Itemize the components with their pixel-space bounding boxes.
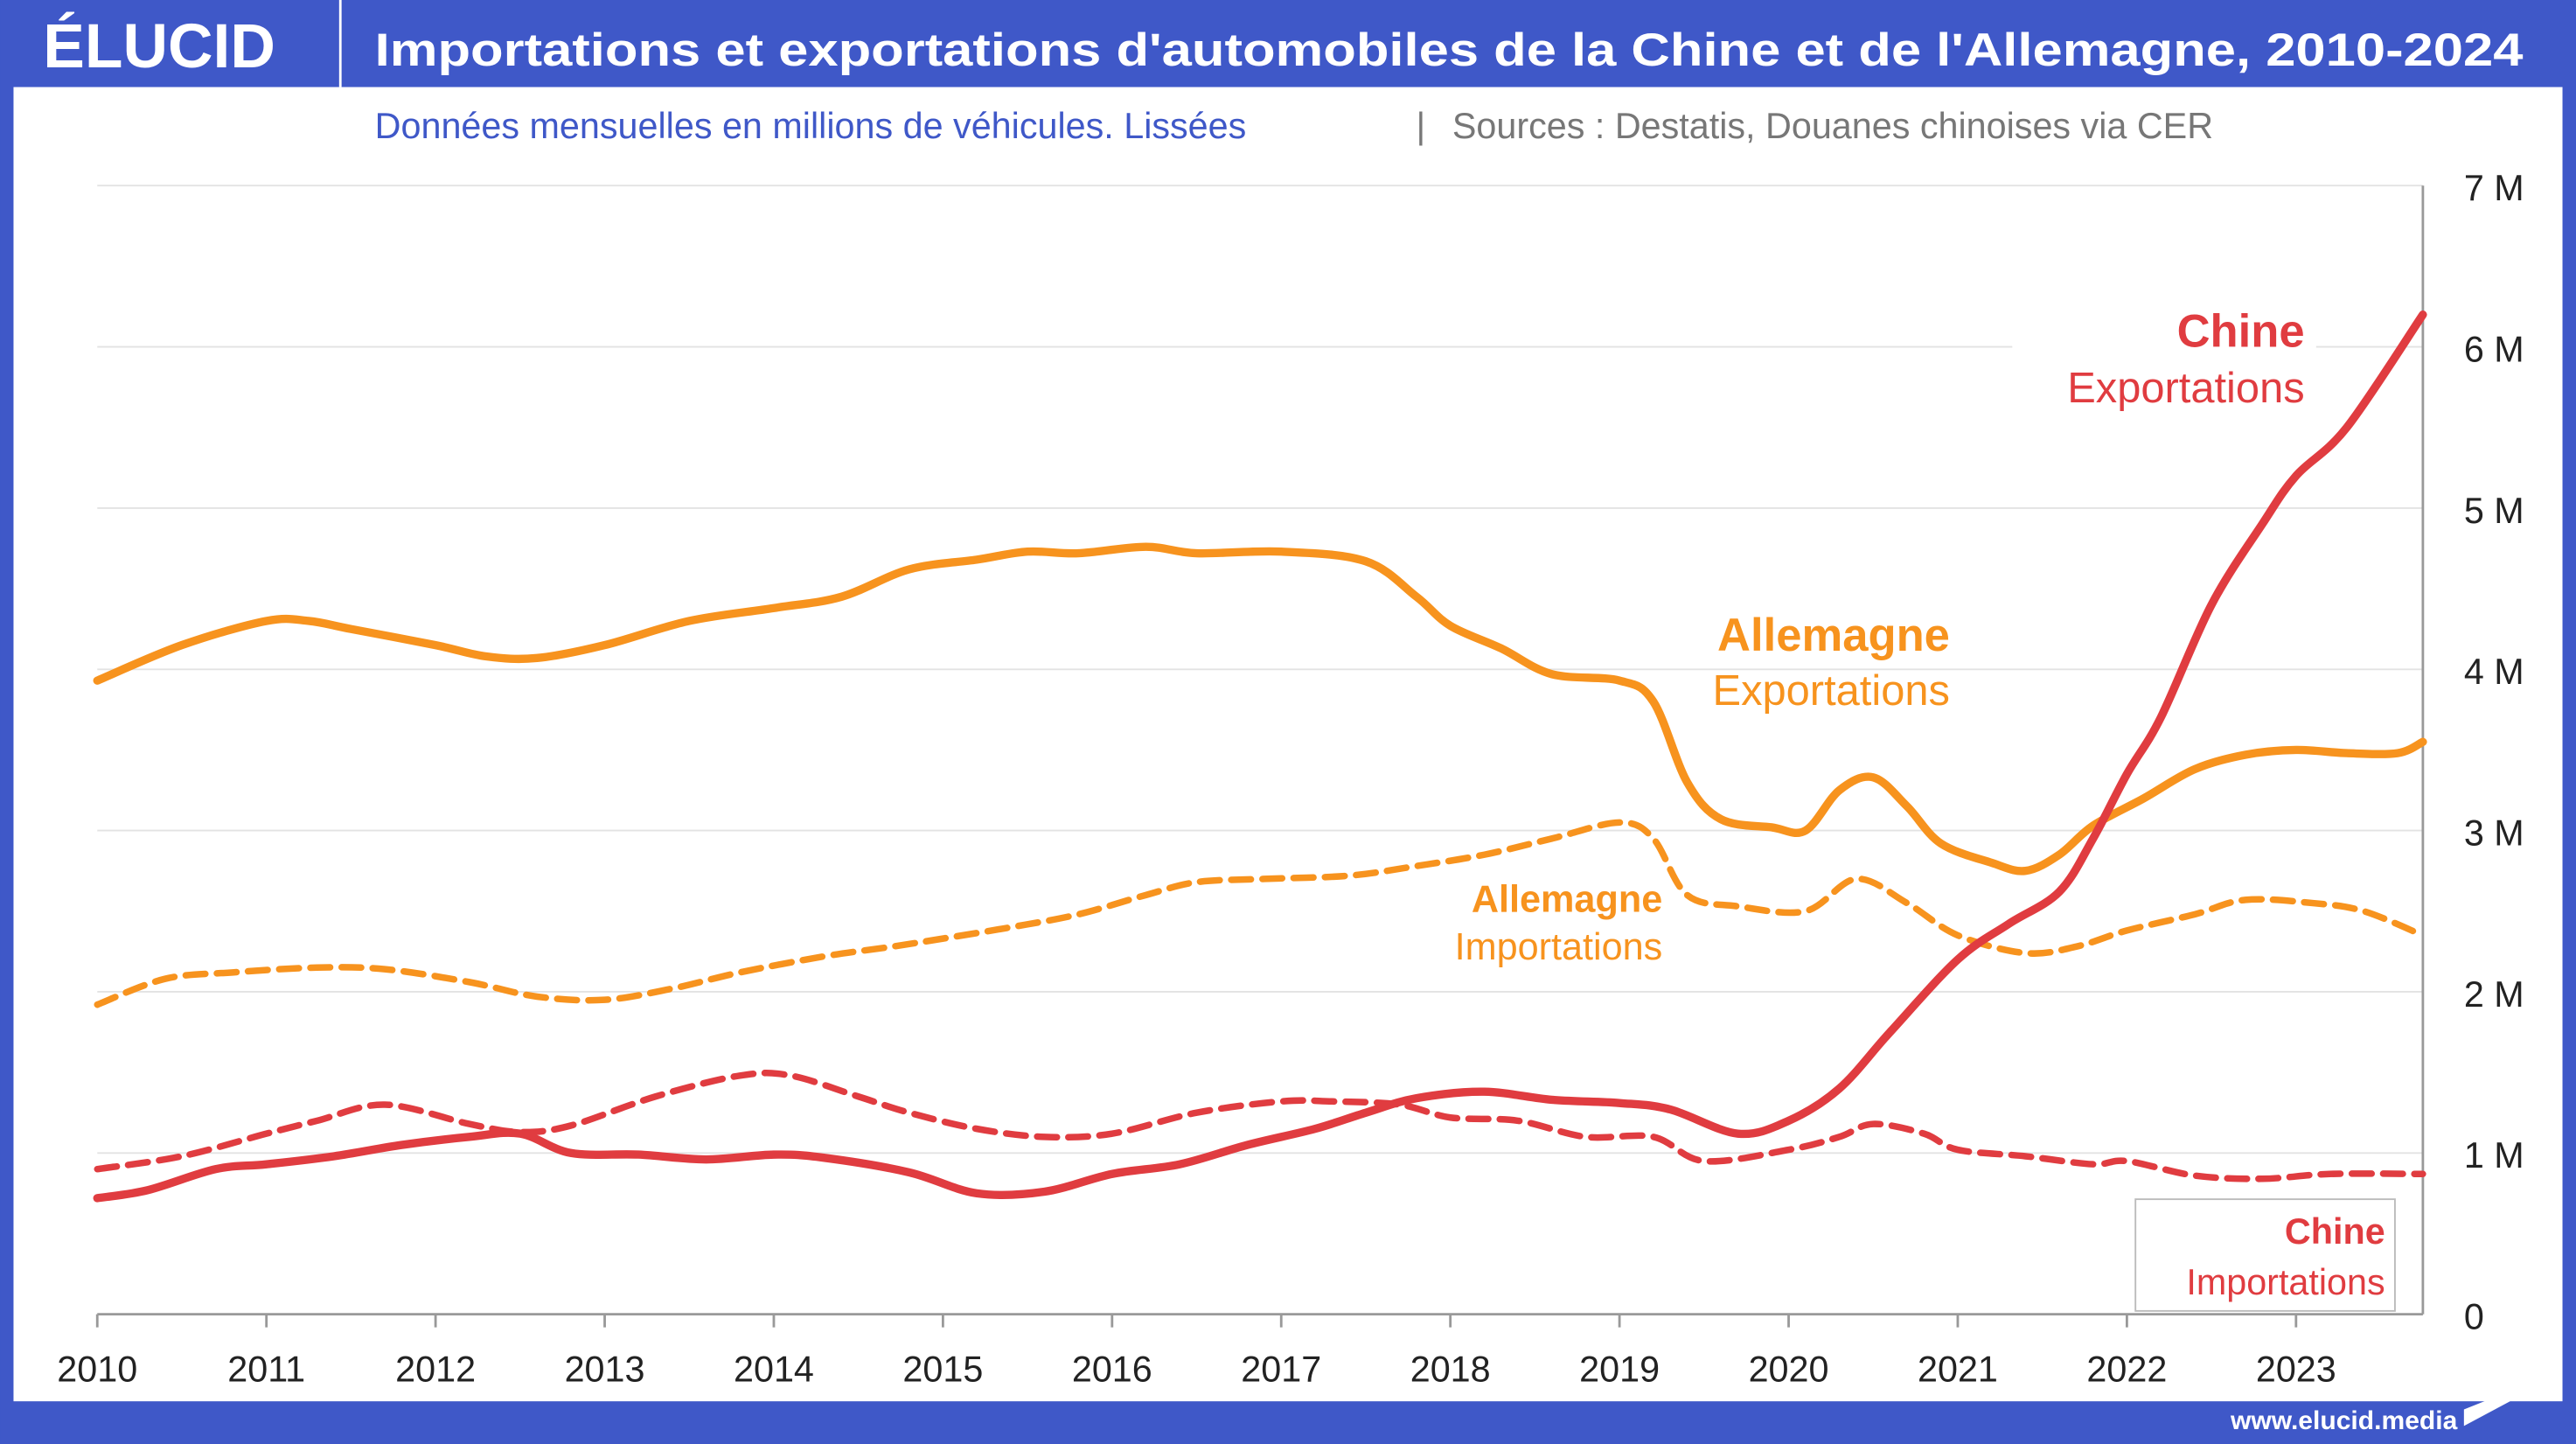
label-germany-imports: Allemagne Importations: [1455, 878, 1663, 967]
series-lines: [93, 310, 2427, 1203]
y-tick-label: 4 M: [2464, 652, 2524, 692]
series-label-name: Chine: [2177, 305, 2305, 357]
x-tick-label: 2021: [1918, 1350, 1998, 1390]
elucid-arrow-icon: [2463, 1390, 2514, 1427]
chart-title: Importations et exportations d'automobil…: [375, 24, 2524, 76]
x-tick-label: 2010: [57, 1350, 137, 1390]
x-tick-label: 2019: [1579, 1350, 1660, 1390]
y-tick-label: 7 M: [2464, 168, 2524, 208]
series-line-chine-importations: [94, 1070, 2426, 1182]
x-tick-label: 2015: [902, 1350, 983, 1390]
y-tick-label: 3 M: [2464, 813, 2524, 854]
elucid-logo: ÉLUCID: [43, 10, 275, 81]
x-tick-label: 2023: [2256, 1350, 2336, 1390]
series-label-sub: Importations: [2186, 1262, 2385, 1302]
y-tick-label: 5 M: [2464, 491, 2524, 531]
series-label-name: Allemagne: [1717, 610, 1950, 661]
series-label-name: Allemagne: [1472, 878, 1662, 920]
label-germany-exports: Allemagne Exportations: [1713, 610, 1950, 715]
label-china-imports: Chine Importations: [2134, 1198, 2396, 1312]
subtitle-separator: |: [1417, 106, 1426, 146]
y-tick-label: 6 M: [2464, 329, 2524, 369]
footer-url[interactable]: www.elucid.media: [2230, 1406, 2458, 1435]
series-line-allemagne-exportations: [93, 542, 2427, 875]
x-tick-label: 2017: [1241, 1350, 1321, 1390]
subtitle: Données mensuelles en millions de véhicu…: [375, 106, 1247, 146]
y-axis: 0 1 M 2 M 3 M 4 M 5 M 6 M 7 M: [2421, 168, 2524, 1337]
x-axis: 2010 2011 2012 2013 2014 2015 2016 2017 2018 2019…: [57, 1314, 2336, 1390]
label-china-exports: Chine Exportations: [2012, 296, 2316, 428]
x-tick-label: 2016: [1072, 1350, 1152, 1390]
x-tick-label: 2022: [2086, 1350, 2167, 1390]
y-tick-label: 0: [2464, 1297, 2484, 1337]
x-tick-label: 2020: [1749, 1350, 1829, 1390]
y-tick-label: 2 M: [2464, 974, 2524, 1015]
x-tick-label: 2018: [1410, 1350, 1491, 1390]
x-tick-label: 2014: [734, 1350, 814, 1390]
series-label-name: Chine: [2285, 1211, 2385, 1252]
sources: Sources : Destatis, Douanes chinoises vi…: [1452, 106, 2213, 146]
series-label-sub: Exportations: [1713, 667, 1950, 715]
series-label-sub: Exportations: [2067, 365, 2304, 412]
series-label-sub: Importations: [1455, 926, 1663, 968]
x-tick-label: 2011: [227, 1350, 305, 1390]
series-line-chine-exportations: [93, 310, 2427, 1203]
x-tick-label: 2012: [395, 1350, 476, 1390]
x-tick-label: 2013: [565, 1350, 645, 1390]
series-line-allemagne-importations: [94, 819, 2426, 1008]
y-tick-label: 1 M: [2464, 1135, 2524, 1175]
